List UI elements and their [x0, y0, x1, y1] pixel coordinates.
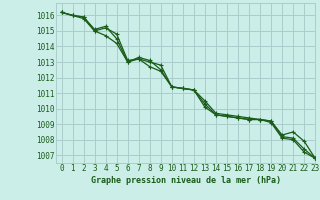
X-axis label: Graphe pression niveau de la mer (hPa): Graphe pression niveau de la mer (hPa) [91, 176, 281, 185]
